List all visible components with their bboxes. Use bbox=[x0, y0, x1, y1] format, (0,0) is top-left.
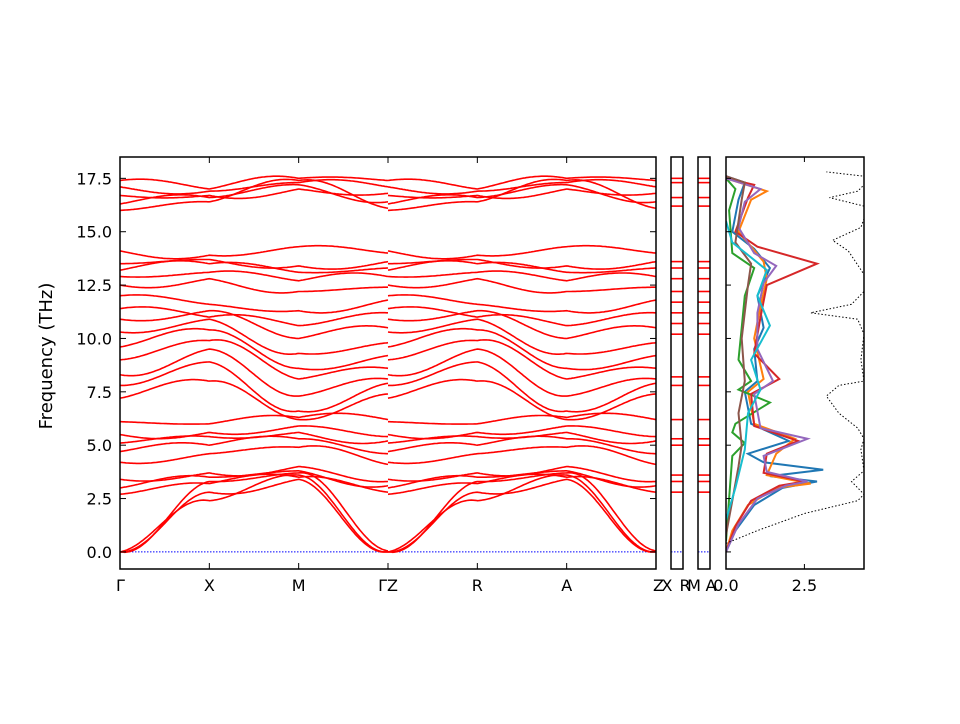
x-tick-label: R bbox=[679, 576, 690, 595]
band-line bbox=[387, 277, 656, 294]
band-line bbox=[387, 378, 656, 421]
y-tick-label: 2.5 bbox=[87, 490, 112, 509]
band-line bbox=[120, 465, 389, 483]
band-line bbox=[120, 244, 389, 260]
band-line bbox=[120, 425, 388, 440]
band-line bbox=[387, 465, 656, 483]
band-line bbox=[120, 318, 389, 355]
y-tick-label: 0.0 bbox=[87, 543, 112, 562]
axes-frame bbox=[670, 156, 684, 570]
band-line bbox=[387, 425, 656, 440]
band-line bbox=[387, 431, 656, 445]
y-tick-label: 5.0 bbox=[87, 436, 112, 455]
dos-x-tick-label: 0.0 bbox=[713, 576, 738, 595]
dos-partial-line bbox=[726, 175, 753, 535]
band-line bbox=[387, 339, 656, 380]
band-line bbox=[120, 327, 389, 371]
band-line bbox=[120, 412, 389, 425]
band-line bbox=[120, 270, 389, 282]
band-line bbox=[120, 361, 389, 413]
axis-labels: Frequency (THz) 0.0 2.5 5.0 7.5 10.0 12.5 15.0… bbox=[36, 169, 817, 595]
dos-partial-line bbox=[726, 177, 811, 553]
x-tick-label: Γ bbox=[116, 576, 125, 595]
band-line bbox=[120, 258, 389, 270]
band-line bbox=[387, 309, 656, 340]
band-line bbox=[120, 431, 389, 445]
band-line bbox=[387, 318, 656, 355]
band-segment-x-r bbox=[671, 177, 683, 553]
band-line bbox=[120, 339, 389, 380]
y-tick-label: 17.5 bbox=[76, 169, 112, 188]
band-line bbox=[120, 348, 389, 397]
band-line bbox=[120, 309, 389, 340]
band-line bbox=[388, 478, 656, 553]
dos-total-line bbox=[726, 171, 864, 544]
dos-x-tick-label: 2.5 bbox=[792, 576, 817, 595]
axes-frames bbox=[119, 156, 865, 570]
dos-plot bbox=[726, 171, 864, 553]
band-line bbox=[120, 294, 389, 314]
band-line bbox=[120, 306, 388, 327]
band-line bbox=[387, 348, 656, 397]
band-line bbox=[387, 327, 656, 371]
dos-partial-line bbox=[726, 177, 820, 553]
band-line bbox=[388, 361, 656, 413]
band-line bbox=[387, 244, 656, 260]
x-tick-label: M bbox=[292, 576, 306, 595]
y-tick-label: 10.0 bbox=[76, 329, 112, 348]
band-line bbox=[388, 471, 656, 554]
band-line bbox=[120, 175, 389, 190]
dos-partial-line bbox=[726, 220, 772, 521]
band-line bbox=[387, 445, 656, 466]
band-line bbox=[387, 175, 656, 190]
band-line bbox=[387, 306, 656, 327]
band-line bbox=[387, 270, 656, 282]
band-line bbox=[120, 188, 389, 200]
band-structure-plot bbox=[120, 175, 656, 554]
band-line bbox=[387, 183, 656, 205]
band-line bbox=[120, 471, 389, 554]
y-tick-label: 7.5 bbox=[87, 383, 112, 402]
band-line bbox=[387, 294, 656, 314]
band-line bbox=[387, 188, 656, 200]
band-line bbox=[388, 412, 656, 425]
x-tick-label: M bbox=[687, 576, 701, 595]
band-line bbox=[120, 178, 389, 195]
axes-frame bbox=[725, 156, 865, 570]
band-line bbox=[387, 178, 656, 195]
y-tick-label: 12.5 bbox=[76, 276, 112, 295]
x-tick-label: A bbox=[706, 576, 717, 595]
x-tick-label: R bbox=[472, 576, 483, 595]
band-line bbox=[120, 183, 389, 205]
x-tick-label: ΓZ bbox=[378, 576, 398, 595]
band-line bbox=[120, 378, 389, 421]
y-axis-label: Frequency (THz) bbox=[36, 283, 57, 430]
band-line bbox=[120, 445, 389, 466]
band-line bbox=[120, 277, 388, 294]
x-tick-label: X bbox=[662, 576, 673, 595]
axes-frame bbox=[697, 156, 711, 570]
x-tick-label: X bbox=[204, 576, 215, 595]
y-tick-label: 15.0 bbox=[76, 223, 112, 242]
band-line bbox=[388, 258, 656, 270]
band-line bbox=[120, 478, 388, 553]
band-segment-m-a bbox=[698, 177, 710, 553]
x-tick-label: Z bbox=[653, 576, 664, 595]
x-tick-label: A bbox=[561, 576, 572, 595]
